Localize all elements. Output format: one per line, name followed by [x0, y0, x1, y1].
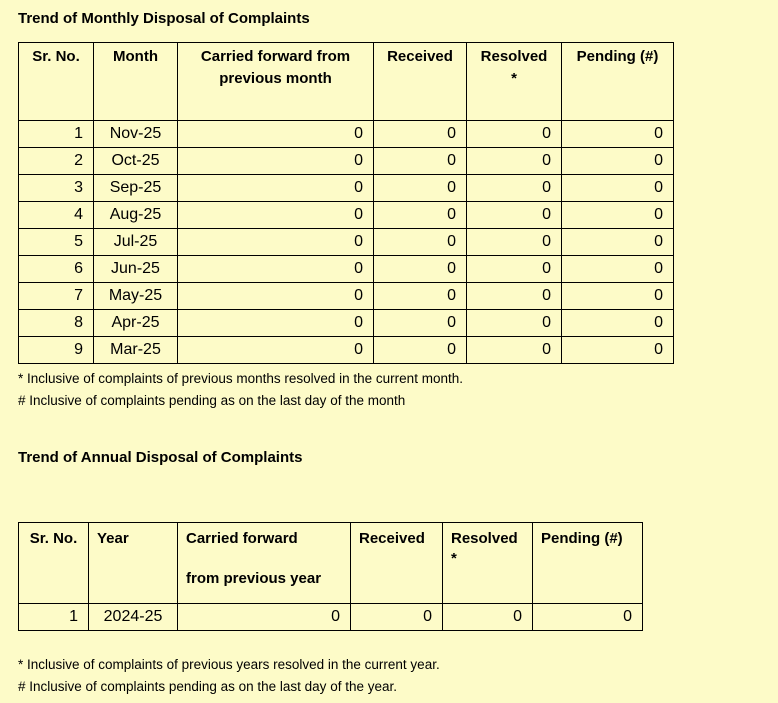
table-row: 4 Aug-25 0 0 0 0: [18, 201, 674, 229]
cell-resolved: 0: [442, 603, 533, 631]
monthly-section: Trend of Monthly Disposal of Complaints …: [18, 10, 778, 412]
monthly-table: Sr. No. Month Carried forward from previ…: [18, 42, 674, 364]
cell-pending: 0: [561, 228, 674, 256]
cell-resolved: 0: [466, 255, 562, 283]
cell-resolved: 0: [466, 228, 562, 256]
cell-month: Aug-25: [93, 201, 178, 229]
cell-pending: 0: [561, 201, 674, 229]
footnote-pending: # Inclusive of complaints pending as on …: [18, 679, 397, 694]
annual-col-resolved: Resolved *: [442, 522, 533, 604]
cell-month: Nov-25: [93, 120, 178, 148]
cell-carried: 0: [177, 147, 374, 175]
annual-section: Trend of Annual Disposal of Complaints S…: [0, 448, 778, 698]
cell-srno: 1: [18, 603, 89, 631]
cell-srno: 7: [18, 282, 94, 310]
cell-srno: 1: [18, 120, 94, 148]
footnote-pending: # Inclusive of complaints pending as on …: [18, 393, 406, 408]
cell-month: Mar-25: [93, 336, 178, 364]
cell-month: Jul-25: [93, 228, 178, 256]
monthly-col-pending: Pending (#): [561, 42, 674, 121]
cell-carried: 0: [177, 282, 374, 310]
cell-year: 2024-25: [88, 603, 178, 631]
cell-carried: 0: [177, 603, 351, 631]
annual-table: Sr. No. Year Carried forward from previo…: [18, 522, 643, 631]
cell-srno: 5: [18, 228, 94, 256]
monthly-header-row: Sr. No. Month Carried forward from previ…: [18, 42, 674, 121]
annual-col-year: Year: [88, 522, 178, 604]
cell-carried: 0: [177, 309, 374, 337]
cell-resolved: 0: [466, 201, 562, 229]
annual-col-received: Received: [350, 522, 443, 604]
cell-pending: 0: [561, 174, 674, 202]
table-row: 2 Oct-25 0 0 0 0: [18, 147, 674, 175]
cell-month: Apr-25: [93, 309, 178, 337]
cell-resolved: 0: [466, 336, 562, 364]
cell-received: 0: [373, 120, 467, 148]
footnote-resolved: * Inclusive of complaints of previous ye…: [18, 657, 440, 672]
cell-month: Oct-25: [93, 147, 178, 175]
cell-received: 0: [373, 282, 467, 310]
table-row: 3 Sep-25 0 0 0 0: [18, 174, 674, 202]
monthly-col-month: Month: [93, 42, 178, 121]
cell-pending: 0: [532, 603, 643, 631]
cell-pending: 0: [561, 255, 674, 283]
monthly-title: Trend of Monthly Disposal of Complaints: [18, 10, 310, 27]
cell-received: 0: [373, 336, 467, 364]
cell-received: 0: [350, 603, 443, 631]
cell-resolved: 0: [466, 309, 562, 337]
cell-resolved: 0: [466, 174, 562, 202]
cell-resolved: 0: [466, 120, 562, 148]
annual-col-pending: Pending (#): [532, 522, 643, 604]
table-row: 5 Jul-25 0 0 0 0: [18, 228, 674, 256]
monthly-col-srno: Sr. No.: [18, 42, 94, 121]
annual-col-srno: Sr. No.: [18, 522, 89, 604]
annual-col-carried: Carried forward from previous year: [177, 522, 351, 604]
cell-srno: 3: [18, 174, 94, 202]
cell-received: 0: [373, 147, 467, 175]
table-row: 8 Apr-25 0 0 0 0: [18, 309, 674, 337]
cell-pending: 0: [561, 336, 674, 364]
cell-carried: 0: [177, 174, 374, 202]
table-row: 1 Nov-25 0 0 0 0: [18, 120, 674, 148]
cell-srno: 2: [18, 147, 94, 175]
cell-carried: 0: [177, 228, 374, 256]
annual-title: Trend of Annual Disposal of Complaints: [18, 449, 303, 466]
cell-pending: 0: [561, 120, 674, 148]
cell-resolved: 0: [466, 282, 562, 310]
cell-srno: 4: [18, 201, 94, 229]
cell-month: May-25: [93, 282, 178, 310]
table-row: 9 Mar-25 0 0 0 0: [18, 336, 674, 364]
cell-carried: 0: [177, 120, 374, 148]
cell-srno: 6: [18, 255, 94, 283]
cell-received: 0: [373, 174, 467, 202]
cell-received: 0: [373, 309, 467, 337]
monthly-col-resolved: Resolved *: [466, 42, 562, 121]
cell-resolved: 0: [466, 147, 562, 175]
cell-received: 0: [373, 255, 467, 283]
cell-srno: 9: [18, 336, 94, 364]
monthly-footnotes: * Inclusive of complaints of previous mo…: [18, 368, 778, 412]
cell-pending: 0: [561, 282, 674, 310]
cell-pending: 0: [561, 147, 674, 175]
monthly-col-carried: Carried forward from previous month: [177, 42, 374, 121]
table-row: 6 Jun-25 0 0 0 0: [18, 255, 674, 283]
cell-month: Sep-25: [93, 174, 178, 202]
cell-carried: 0: [177, 336, 374, 364]
cell-pending: 0: [561, 309, 674, 337]
table-row: 7 May-25 0 0 0 0: [18, 282, 674, 310]
table-row: 1 2024-25 0 0 0 0: [18, 603, 643, 631]
annual-footnotes: * Inclusive of complaints of previous ye…: [18, 654, 778, 698]
cell-carried: 0: [177, 201, 374, 229]
cell-received: 0: [373, 228, 467, 256]
annual-header-row: Sr. No. Year Carried forward from previo…: [18, 522, 643, 604]
monthly-col-received: Received: [373, 42, 467, 121]
cell-carried: 0: [177, 255, 374, 283]
cell-received: 0: [373, 201, 467, 229]
footnote-resolved: * Inclusive of complaints of previous mo…: [18, 371, 463, 386]
cell-srno: 8: [18, 309, 94, 337]
cell-month: Jun-25: [93, 255, 178, 283]
